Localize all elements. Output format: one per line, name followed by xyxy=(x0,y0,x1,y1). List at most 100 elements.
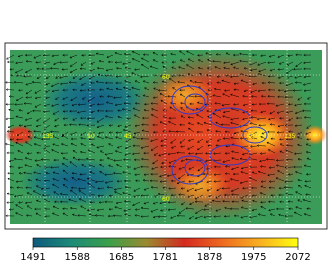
wind-arrow xyxy=(216,81,222,84)
wind-arrow xyxy=(59,200,69,204)
wind-arrow xyxy=(62,207,69,210)
wind-arrow xyxy=(295,206,303,210)
wind-arrow xyxy=(107,214,114,218)
wind-arrow xyxy=(179,138,186,144)
wind-arrow xyxy=(166,173,177,177)
wind-arrow xyxy=(260,185,267,189)
wind-arrow xyxy=(267,173,276,177)
wind-arrow xyxy=(15,204,24,210)
wind-arrow xyxy=(268,54,276,58)
wind-arrow xyxy=(33,130,42,133)
wind-arrow xyxy=(86,124,96,127)
wind-arrow xyxy=(233,82,240,85)
wind-arrow xyxy=(98,201,105,204)
wind-arrow xyxy=(292,67,303,71)
wind-arrow xyxy=(199,73,204,77)
wind-arrow xyxy=(194,95,204,98)
wind-arrow xyxy=(105,101,114,105)
wind-arrow xyxy=(152,201,159,205)
wind-arrow xyxy=(76,110,87,114)
wind-arrow xyxy=(17,166,24,169)
wind-arrow xyxy=(257,213,267,217)
wind-arrow xyxy=(131,86,141,91)
wind-arrow xyxy=(268,186,276,190)
wind-arrow xyxy=(295,53,303,57)
wind-arrow xyxy=(150,114,159,119)
wind-arrow xyxy=(185,64,195,70)
wind-arrow xyxy=(35,185,42,189)
wind-arrow xyxy=(60,151,69,155)
wind-arrow xyxy=(150,102,159,105)
wind-arrow xyxy=(288,117,294,121)
wind-arrow xyxy=(40,158,51,161)
wind-arrow xyxy=(18,109,24,112)
wind-arrow xyxy=(18,172,24,175)
wind-arrow xyxy=(269,213,276,217)
wind-arrow xyxy=(279,138,285,141)
wind-arrow xyxy=(62,184,69,189)
wind-arrow xyxy=(80,136,87,140)
wind-arrow xyxy=(177,173,186,180)
wind-arrow xyxy=(104,180,114,184)
wind-arrow xyxy=(7,172,15,175)
wind-arrow xyxy=(61,68,69,71)
wind-arrow xyxy=(143,102,150,106)
wind-arrow xyxy=(241,152,249,156)
wind-arrow xyxy=(224,130,231,134)
wind-arrow xyxy=(232,172,240,176)
wind-arrow xyxy=(223,61,231,64)
wind-arrow xyxy=(153,194,159,198)
wind-arrow xyxy=(124,145,132,149)
wind-arrow xyxy=(27,130,33,133)
wind-arrow xyxy=(108,124,114,127)
wind-arrow xyxy=(78,190,87,196)
wind-arrow xyxy=(242,95,249,98)
wind-arrow xyxy=(7,124,15,129)
wind-arrow xyxy=(31,109,42,113)
wind-arrow xyxy=(96,124,105,129)
wind-arrow xyxy=(260,54,267,57)
wind-arrow xyxy=(249,215,258,219)
wind-arrow xyxy=(49,130,60,134)
wind-arrow xyxy=(285,158,294,161)
wind-arrow xyxy=(276,110,285,114)
wind-arrow xyxy=(72,117,78,121)
wind-arrow xyxy=(114,52,123,56)
wind-arrow xyxy=(122,192,132,196)
wind-arrow xyxy=(307,96,312,100)
wind-arrow xyxy=(305,151,312,154)
wind-arrow xyxy=(230,166,240,171)
wind-arrow xyxy=(194,80,204,84)
wind-arrow xyxy=(304,184,312,189)
wind-arrow xyxy=(152,215,159,219)
wind-arrow xyxy=(216,138,222,142)
wind-arrow xyxy=(121,108,132,112)
wind-arrow xyxy=(266,102,276,106)
wind-arrow xyxy=(283,186,294,189)
wind-arrow xyxy=(277,170,285,175)
wind-arrow xyxy=(297,179,303,182)
wind-arrow xyxy=(143,173,150,176)
wind-arrow xyxy=(231,200,240,203)
wind-arrow xyxy=(68,81,78,84)
wind-arrow xyxy=(89,200,96,204)
wind-arrow xyxy=(287,103,294,106)
wind-arrow xyxy=(275,159,285,162)
wind-arrow xyxy=(132,136,141,140)
wind-arrow xyxy=(77,158,87,162)
wind-arrow xyxy=(140,57,150,63)
wind-arrow xyxy=(267,88,276,92)
wind-arrow xyxy=(277,68,285,71)
wind-arrow xyxy=(224,172,231,176)
wind-arrow xyxy=(13,80,24,84)
wind-arrow xyxy=(211,199,222,203)
wind-arrow xyxy=(114,103,123,107)
wind-arrow xyxy=(25,89,33,95)
wind-arrow xyxy=(230,121,240,126)
wind-arrow xyxy=(175,130,186,133)
wind-arrow xyxy=(32,190,42,196)
wind-arrow xyxy=(161,61,168,64)
wind-arrow xyxy=(223,180,231,183)
wind-arrow xyxy=(69,161,78,168)
wind-arrow xyxy=(275,177,285,182)
